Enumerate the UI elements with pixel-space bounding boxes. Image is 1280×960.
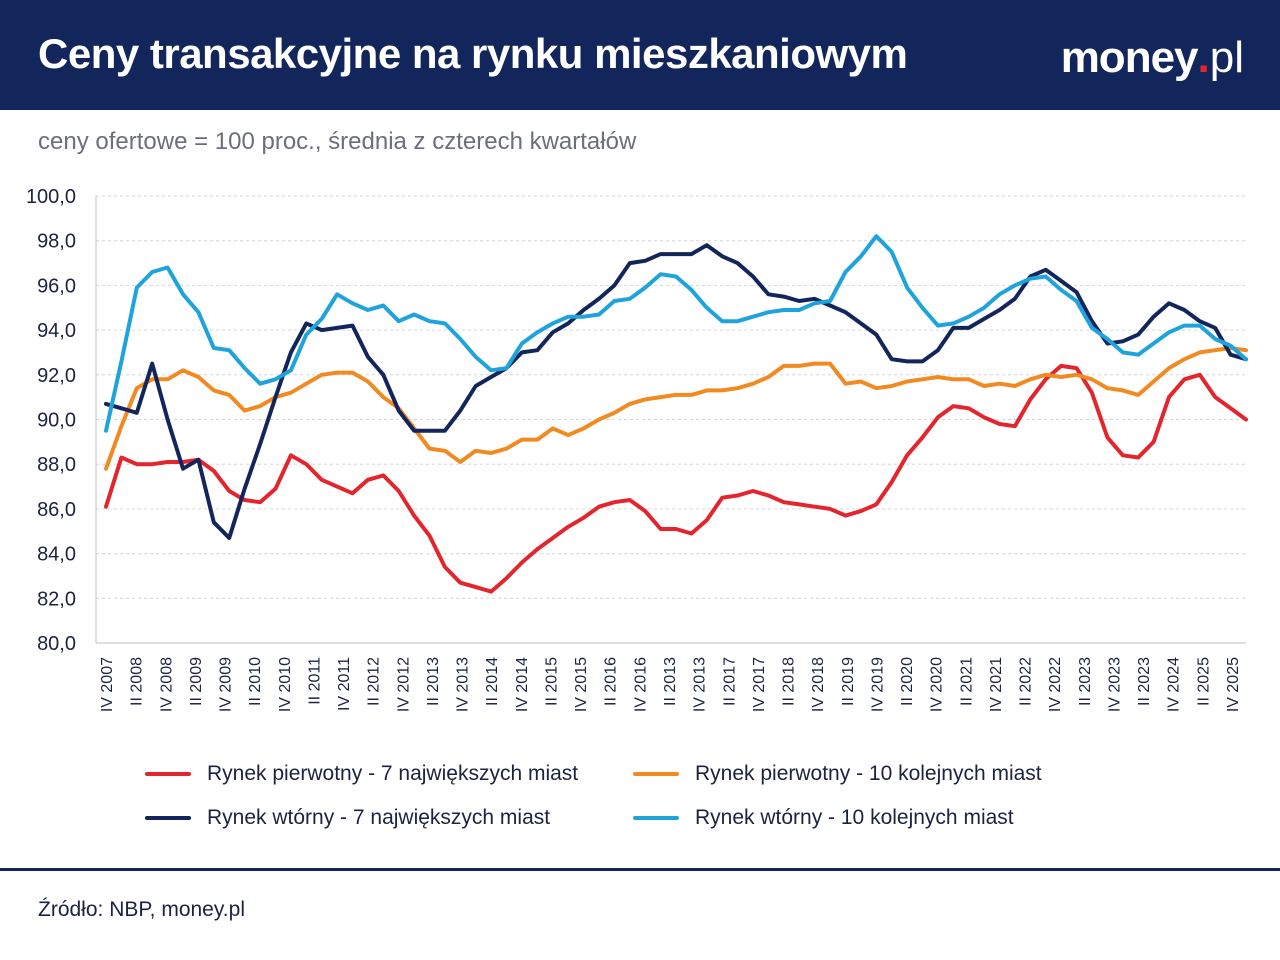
brand-logo-tld: pl [1209, 33, 1244, 82]
y-tick-label: 88,0 [37, 454, 76, 476]
x-tick-label: IV 2024 [1166, 657, 1183, 712]
legend-label-orange: Rynek pierwotny - 10 kolejnych miast [695, 762, 1042, 785]
x-tick-label: II 2019 [840, 657, 857, 706]
x-tick-label: IV 2013 [692, 657, 709, 712]
x-tick-label: II 2009 [188, 657, 205, 706]
x-tick-label: IV 2018 [810, 657, 827, 712]
footer-divider [0, 868, 1280, 871]
header-bar: Ceny transakcyjne na rynku mieszkaniowym… [0, 0, 1280, 110]
x-tick-label: IV 2015 [573, 657, 590, 712]
y-tick-label: 90,0 [37, 410, 76, 432]
x-tick-label: IV 2014 [514, 657, 531, 712]
x-tick-label: IV 2012 [395, 657, 412, 712]
x-tick-label: II 2012 [366, 657, 383, 706]
series-line-navy [104, 243, 1248, 540]
y-tick-label: 84,0 [37, 544, 76, 566]
series-line-lightblue [104, 234, 1248, 433]
x-tick-label: IV 2008 [158, 657, 175, 712]
x-tick-label: II 2018 [781, 657, 798, 706]
series-line-orange [104, 346, 1248, 471]
legend-swatch-orange [633, 772, 679, 776]
y-tick-label: 92,0 [37, 365, 76, 387]
x-tick-label: II 2013 [662, 657, 679, 706]
x-tick-label: IV 2009 [218, 657, 235, 712]
x-tick-label: II 2016 [603, 657, 620, 706]
y-tick-label: 94,0 [37, 320, 76, 342]
x-tick-label: IV 2022 [1047, 657, 1064, 712]
x-tick-label: IV 2011 [336, 657, 353, 711]
x-tick-label: II 2023 [1077, 657, 1094, 706]
x-tick-label: II 2011 [306, 657, 323, 705]
brand-logo: money.pl [1061, 36, 1244, 80]
y-tick-label: 96,0 [37, 275, 76, 297]
x-tick-label: II 2008 [129, 657, 146, 706]
legend-label-navy: Rynek wtórny - 7 największych miast [207, 806, 551, 829]
x-tick-label: IV 2007 [99, 657, 116, 712]
chart-legend: Rynek pierwotny - 7 największych miast R… [0, 755, 1280, 845]
y-tick-label: 98,0 [37, 231, 76, 253]
y-tick-label: 86,0 [37, 499, 76, 521]
x-tick-label: II 2017 [721, 657, 738, 706]
source-note: Źródło: NBP, money.pl [38, 898, 245, 921]
x-tick-label: IV 2025 [1225, 657, 1242, 712]
x-tick-label: IV 2013 [455, 657, 472, 712]
line-chart: 100,0 98,0 96,0 94,0 92,0 90,0 88,0 86,0 84,0 82,… [26, 186, 1248, 712]
x-tick-label: II 2013 [425, 657, 442, 706]
legend-swatch-red [145, 772, 191, 776]
legend-swatch-navy [145, 816, 191, 820]
x-tick-label: II 2025 [1195, 657, 1212, 706]
x-tick-label: II 2021 [958, 657, 975, 706]
brand-logo-dot: . [1197, 33, 1210, 82]
y-tick-label: 80,0 [37, 633, 76, 655]
page-title: Ceny transakcyjne na rynku mieszkaniowym [38, 30, 908, 77]
x-tick-label: II 2010 [247, 657, 264, 706]
x-tick-label: II 2022 [1018, 657, 1035, 706]
x-tick-label: IV 2016 [632, 657, 649, 712]
x-tick-label: IV 2017 [751, 657, 768, 712]
x-tick-label: IV 2020 [929, 657, 946, 712]
x-tick-label: IV 2023 [1106, 657, 1123, 712]
brand-logo-main: money [1060, 33, 1199, 82]
chart-subtitle: ceny ofertowe = 100 proc., średnia z czt… [38, 128, 637, 155]
legend-label-lightblue: Rynek wtórny - 10 kolejnych miast [695, 806, 1014, 829]
x-tick-label: II 2023 [1136, 657, 1153, 706]
x-tick-label: IV 2019 [869, 657, 886, 712]
series-line-red [104, 363, 1248, 594]
legend-label-red: Rynek pierwotny - 7 największych miast [207, 762, 579, 785]
legend-swatch-lightblue [633, 816, 679, 820]
x-tick-label: IV 2010 [277, 657, 294, 712]
x-tick-label: II 2015 [543, 657, 560, 706]
y-tick-label: 100,0 [26, 186, 76, 208]
x-tick-label: II 2014 [484, 657, 501, 706]
y-tick-label: 82,0 [37, 588, 76, 610]
x-tick-label: II 2020 [899, 657, 916, 706]
x-tick-label: IV 2021 [988, 657, 1005, 712]
